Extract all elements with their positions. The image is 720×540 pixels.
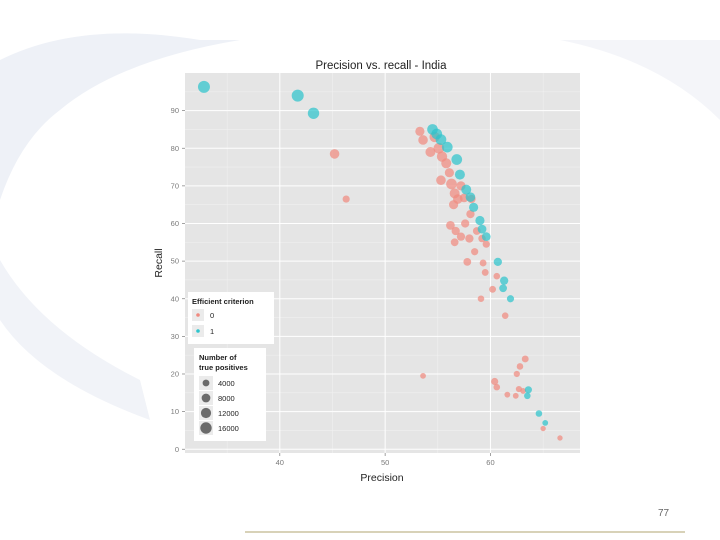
- data-point-criterion-0: [521, 355, 529, 363]
- legend-size-label-16000: 16000: [218, 424, 239, 433]
- data-point-criterion-0: [463, 257, 472, 266]
- data-point-criterion-0: [441, 158, 452, 169]
- data-point-criterion-1: [465, 192, 476, 202]
- data-point-criterion-1: [542, 420, 549, 426]
- data-point-criterion-0: [444, 168, 454, 178]
- data-point-criterion-0: [449, 200, 459, 210]
- data-point-criterion-1: [481, 232, 491, 242]
- x-tick-label: 60: [486, 458, 494, 467]
- y-tick-label: 0: [175, 445, 179, 454]
- data-point-criterion-0: [481, 268, 489, 276]
- legend-size-title-line-2: true positives: [199, 363, 248, 372]
- scatter-chart: Precision vs. recall - India 01020304050…: [153, 60, 580, 484]
- footer-rule: [245, 531, 685, 533]
- legend-efficient-criterion: Efficient criterion 0 1: [188, 292, 274, 344]
- data-point-criterion-1: [477, 224, 487, 234]
- x-tick-label: 50: [381, 458, 389, 467]
- legend-size-swatch-8000: [201, 393, 211, 403]
- data-point-criterion-1: [535, 410, 543, 417]
- data-point-criterion-0: [446, 178, 457, 190]
- data-point-criterion-0: [466, 209, 475, 219]
- data-point-criterion-0: [512, 392, 519, 399]
- data-point-criterion-0: [329, 149, 340, 159]
- data-point-criterion-0: [425, 147, 436, 158]
- legend-color-title: Efficient criterion: [192, 297, 254, 306]
- data-point-criterion-1: [441, 141, 453, 153]
- data-point-criterion-1: [291, 89, 304, 102]
- data-point-criterion-1: [524, 392, 531, 400]
- legend-size-swatch-16000: [200, 422, 212, 434]
- data-point-criterion-1: [461, 184, 472, 195]
- data-point-criterion-0: [482, 240, 490, 248]
- data-point-criterion-0: [451, 226, 460, 236]
- data-point-criterion-1: [307, 107, 320, 119]
- data-point-criterion-0: [557, 435, 563, 441]
- data-point-criterion-1: [451, 154, 463, 165]
- y-tick-label: 90: [171, 106, 179, 115]
- data-point-criterion-1: [524, 386, 532, 394]
- legend-size-label-8000: 8000: [218, 394, 235, 403]
- legend-color-swatch-0: [196, 313, 200, 317]
- data-point-criterion-0: [415, 126, 425, 136]
- chart-title: Precision vs. recall - India: [315, 60, 447, 72]
- page-number: 77: [658, 508, 670, 519]
- y-tick-label: 40: [171, 294, 179, 303]
- legend-color-label-0: 0: [210, 311, 214, 320]
- data-point-criterion-0: [501, 312, 509, 319]
- y-tick-label: 70: [171, 181, 179, 190]
- legend-size-label-4000: 4000: [218, 379, 235, 388]
- data-point-criterion-0: [418, 135, 428, 145]
- data-point-criterion-0: [504, 391, 511, 398]
- data-point-criterion-0: [516, 363, 524, 370]
- y-tick-label: 20: [171, 370, 179, 379]
- data-point-criterion-1: [500, 276, 509, 285]
- x-tick-label: 40: [276, 458, 284, 467]
- y-tick-label: 50: [171, 257, 179, 266]
- legend-size-title-line-1: Number of: [199, 353, 237, 362]
- legend-size-swatch-4000: [202, 379, 210, 387]
- data-point-criterion-1: [454, 169, 465, 180]
- data-points: [197, 80, 563, 441]
- data-point-criterion-0: [433, 142, 445, 154]
- data-point-criterion-0: [450, 238, 459, 247]
- data-point-criterion-0: [477, 295, 485, 303]
- legend-size-swatch-12000: [200, 407, 212, 419]
- data-point-criterion-0: [493, 272, 501, 280]
- legend-color-label-1: 1: [210, 327, 214, 336]
- legend-color-swatch-1: [196, 329, 200, 333]
- y-tick-label: 80: [171, 144, 179, 153]
- data-point-criterion-0: [465, 234, 474, 243]
- data-point-criterion-0: [446, 221, 455, 230]
- data-point-criterion-0: [540, 425, 546, 432]
- data-point-criterion-0: [479, 259, 487, 267]
- data-point-criterion-0: [342, 195, 350, 203]
- legend-size-label-12000: 12000: [218, 409, 239, 418]
- data-point-criterion-0: [493, 383, 501, 391]
- data-point-criterion-0: [489, 285, 497, 293]
- legend-true-positives: Number of true positives 4000 8000 12000…: [194, 348, 266, 441]
- data-point-criterion-1: [435, 134, 447, 145]
- data-point-criterion-1: [475, 215, 485, 226]
- data-point-criterion-0: [471, 248, 479, 256]
- data-point-criterion-1: [493, 257, 502, 267]
- data-point-criterion-0: [420, 372, 426, 379]
- data-point-criterion-0: [520, 388, 527, 394]
- data-point-criterion-0: [456, 232, 466, 241]
- data-point-criterion-1: [469, 202, 479, 212]
- data-point-criterion-1: [197, 80, 210, 93]
- x-axis-title: Precision: [360, 472, 403, 484]
- data-point-criterion-0: [461, 219, 470, 228]
- data-point-criterion-1: [506, 295, 515, 303]
- y-tick-label: 30: [171, 332, 179, 341]
- y-tick-label: 10: [171, 407, 179, 416]
- y-axis-title: Recall: [153, 248, 165, 277]
- data-point-criterion-1: [499, 284, 507, 293]
- data-point-criterion-0: [436, 175, 446, 186]
- y-tick-label: 60: [171, 219, 179, 228]
- data-point-criterion-0: [491, 377, 499, 386]
- data-point-criterion-0: [513, 370, 520, 378]
